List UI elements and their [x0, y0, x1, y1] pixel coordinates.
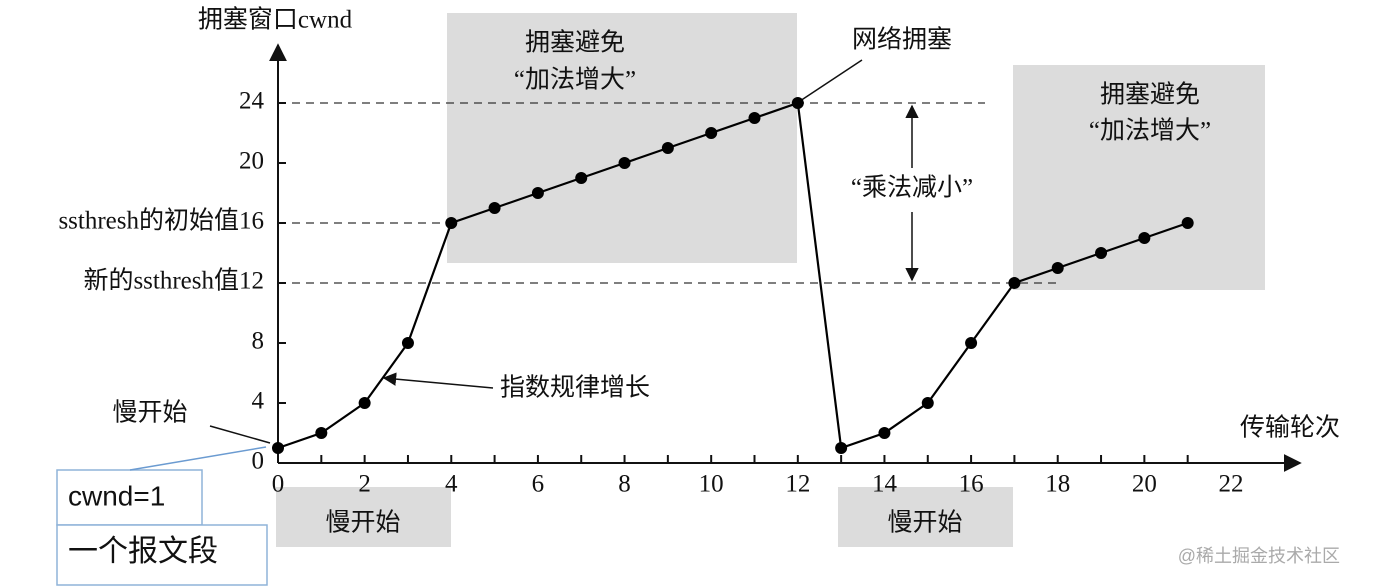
- annotation: cwnd=1: [68, 480, 165, 511]
- line: [277, 101, 1189, 450]
- data-point: [878, 427, 891, 439]
- slow-start-box: [276, 487, 451, 547]
- x-tick-label: 4: [445, 471, 458, 498]
- data-point: [315, 427, 328, 439]
- annotation: “乘法减小”: [851, 174, 973, 202]
- y-axis-label: 拥塞窗口cwnd: [198, 6, 353, 34]
- x-axis-label: 传输轮次: [1240, 414, 1340, 442]
- annotation: 慢开始: [325, 509, 400, 537]
- y-tick-label: 0: [252, 448, 265, 475]
- avoidance-box: [447, 13, 797, 263]
- x-tick-label: 18: [1045, 471, 1070, 498]
- data-point: [965, 337, 978, 349]
- data-point: [575, 172, 588, 184]
- data-point: [358, 397, 371, 409]
- annotation: “加法增大”: [514, 66, 636, 94]
- avoidance-box: [1013, 65, 1265, 290]
- x-tick-label: 14: [872, 471, 898, 498]
- data-point: [1095, 247, 1108, 259]
- x-tick-label: 20: [1132, 471, 1157, 498]
- data-point: [835, 442, 848, 454]
- annotation: “加法增大”: [1089, 117, 1211, 145]
- data-point: [1181, 217, 1194, 229]
- x-tick-label: 8: [618, 471, 631, 498]
- arrow: [382, 372, 494, 389]
- x-tick-label: 10: [699, 471, 724, 498]
- shaded-regions: [276, 13, 1265, 547]
- pointer-line: [796, 59, 863, 104]
- annotation: 网络拥塞: [852, 26, 952, 54]
- grid: [278, 102, 1058, 284]
- annotation: 拥塞避免: [525, 29, 625, 57]
- annotation: 指数规律增长: [500, 374, 650, 402]
- y-tick-label: 20: [239, 148, 264, 175]
- y-tick-label: ssthresh的初始值16: [58, 207, 264, 235]
- x-tick-label: 2: [358, 471, 371, 498]
- annotation: 一个报文段: [68, 535, 218, 568]
- watermark: @稀土掘金技术社区: [1178, 546, 1340, 566]
- y-tick-label: 4: [252, 388, 265, 415]
- data-point: [618, 157, 631, 169]
- data-point: [791, 97, 804, 109]
- pointer-line: [209, 425, 271, 444]
- data-point: [488, 202, 501, 214]
- data-point: [705, 127, 718, 139]
- annotation: 拥塞避免: [1100, 81, 1200, 109]
- data-point: [1008, 277, 1021, 289]
- x-tick-label: 22: [1219, 471, 1244, 498]
- pointer-line: [129, 446, 267, 471]
- slow-start-box: [838, 487, 1013, 547]
- x-tick-label: 12: [785, 471, 810, 498]
- callout-box: [56, 524, 268, 586]
- data-point: [661, 142, 674, 154]
- y-tick-label: 8: [252, 328, 265, 355]
- data-point: [445, 217, 458, 229]
- data-point: [1051, 262, 1064, 274]
- y-tick-label: 新的ssthresh值12: [83, 267, 264, 295]
- data-point: [1138, 232, 1151, 244]
- x-tick-label: 0: [272, 471, 285, 498]
- data-point: [748, 112, 761, 124]
- annotation: 慢开始: [112, 399, 187, 427]
- x-tick-label: 16: [959, 471, 984, 498]
- annotation: 慢开始: [887, 509, 962, 537]
- y-tick-label: 24: [239, 88, 265, 115]
- data-point: [531, 187, 544, 199]
- data-point: [272, 442, 284, 454]
- data-point: [921, 397, 934, 409]
- x-tick-label: 6: [532, 471, 545, 498]
- data-point: [401, 337, 414, 349]
